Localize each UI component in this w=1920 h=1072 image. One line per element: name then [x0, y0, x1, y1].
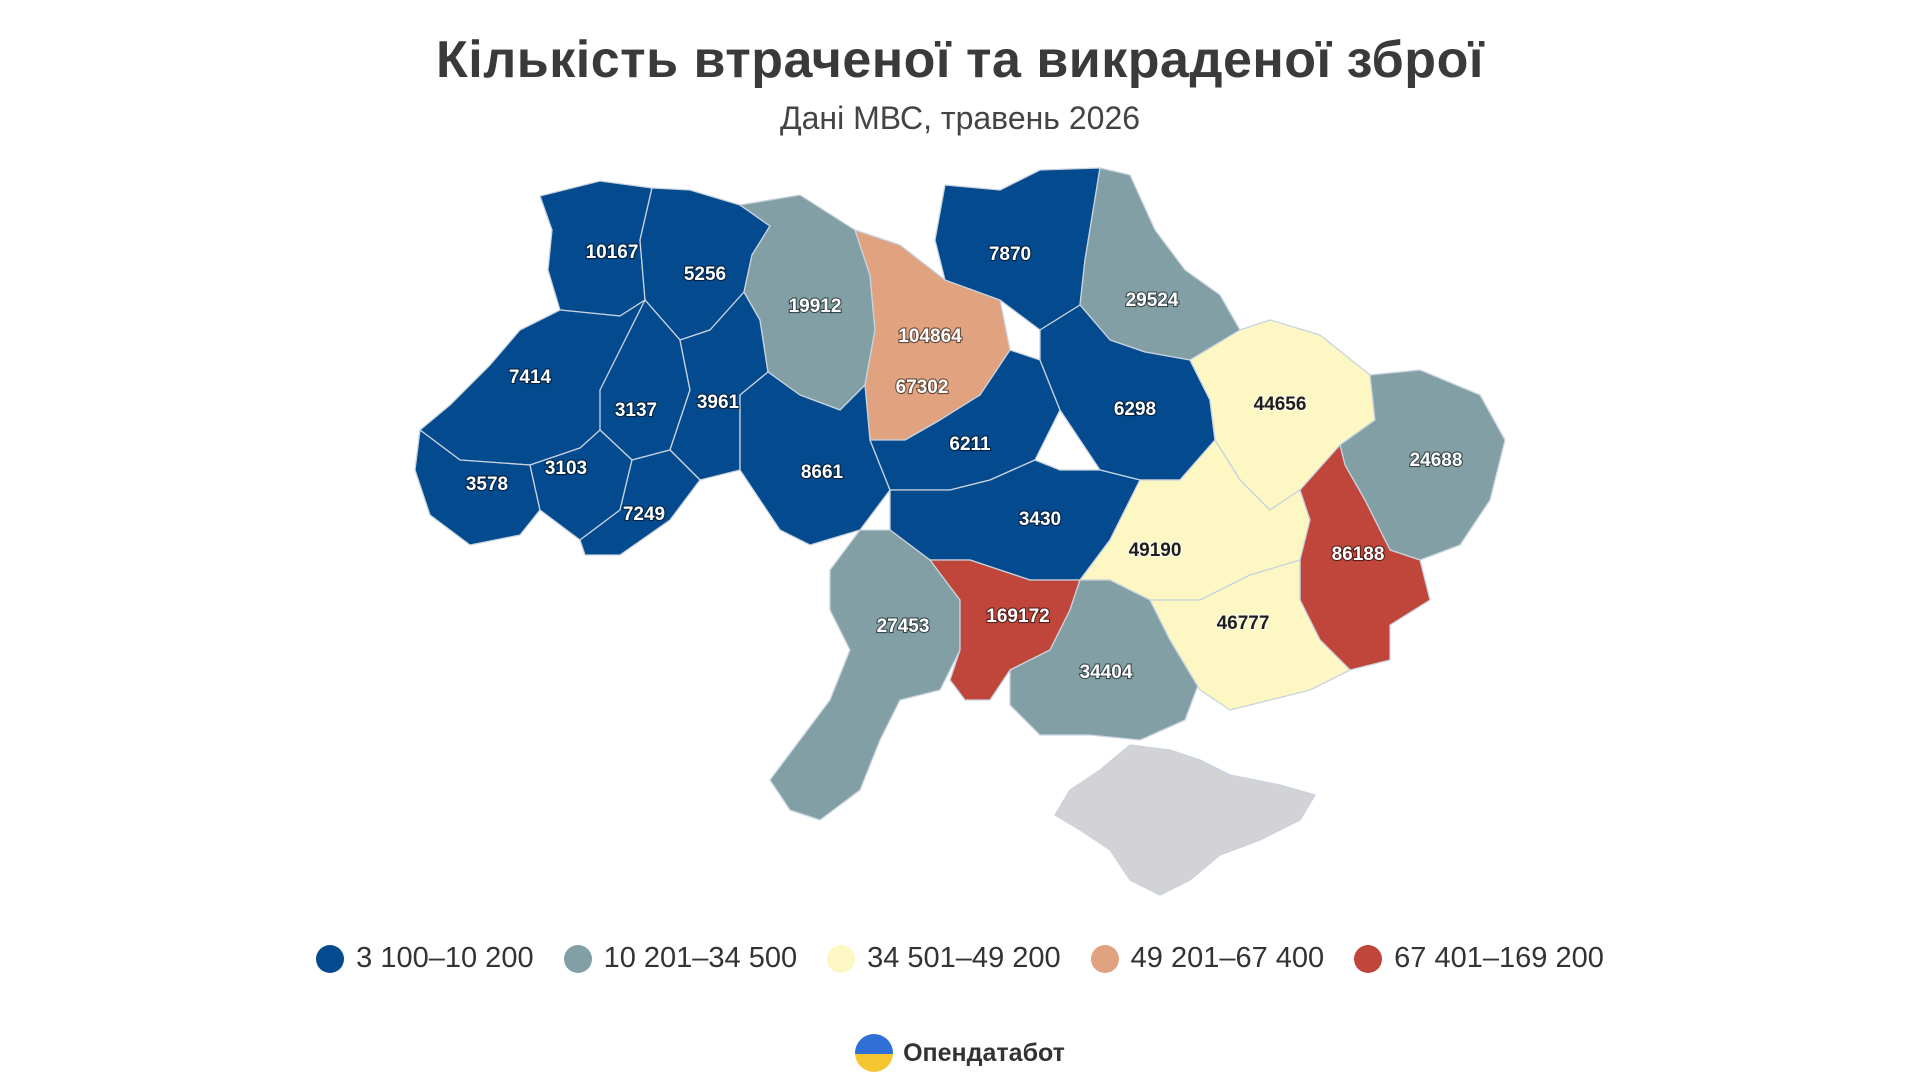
legend-item-5: 67 401–169 200	[1354, 942, 1604, 975]
legend-item-4: 49 201–67 400	[1090, 942, 1325, 975]
region-zaporizhzhia	[1149, 559, 1351, 711]
region-cherkasy	[869, 349, 1061, 491]
region-label-kyiv-city: 104864	[898, 326, 962, 347]
region-crimea	[1054, 744, 1316, 896]
legend-swatch-2	[563, 944, 592, 973]
region-label-kharkiv: 44656	[1254, 394, 1307, 415]
region-label-zakarpattia: 3578	[466, 474, 508, 495]
legend-swatch-5	[1354, 944, 1383, 973]
region-sumy	[1079, 167, 1241, 361]
region-label-cherkasy: 6211	[949, 434, 991, 455]
region-chernivtsi	[579, 449, 701, 556]
region-label-ternopil: 3137	[615, 400, 657, 421]
region-label-luhansk: 24688	[1410, 450, 1463, 471]
region-label-chernivtsi: 7249	[623, 504, 665, 525]
region-label-mykolaiv: 169172	[986, 606, 1049, 627]
region-label-kirovohrad: 3430	[1019, 509, 1061, 530]
region-label-rivne: 5256	[684, 264, 726, 285]
legend-item-1: 3 100–10 200	[316, 942, 534, 975]
region-odesa	[769, 529, 961, 821]
legend-item-3: 34 501–49 200	[827, 942, 1061, 975]
region-label-ivano-frankivsk: 3103	[545, 458, 587, 479]
region-label-khmelnytskyi: 3961	[697, 392, 740, 413]
map-labels: 10167 5256 7414 3137 3961 3578 3103 7249 19912 10…	[465, 241, 1464, 684]
page-subtitle: Дані МВС, травень 2026	[779, 100, 1141, 136]
region-label-dnipropetrovsk: 49190	[1129, 540, 1182, 561]
region-label-poltava: 6298	[1114, 399, 1156, 420]
region-label-kyiv-oblast: 67302	[896, 377, 949, 398]
brand-footer: Опендатабот	[0, 1034, 1920, 1072]
legend-label-5: 67 401–169 200	[1394, 942, 1604, 974]
region-label-odesa: 27453	[877, 616, 930, 637]
region-label-sumy: 29524	[1126, 290, 1179, 311]
region-label-zhytomyr: 19912	[789, 296, 842, 317]
region-label-lviv: 7414	[509, 367, 552, 388]
opendatabot-logo-icon	[855, 1034, 894, 1072]
legend-item-2: 10 201–34 500	[563, 942, 798, 975]
legend-label-1: 3 100–10 200	[356, 942, 534, 974]
legend-label-4: 49 201–67 400	[1130, 942, 1325, 974]
legend-swatch-3	[827, 944, 856, 973]
region-label-chernihiv: 7870	[989, 244, 1031, 265]
region-label-donetsk: 86188	[1332, 544, 1385, 565]
brand-name: Опендатабот	[903, 1038, 1065, 1067]
legend-label-2: 10 201–34 500	[603, 942, 798, 974]
map-legend: 3 100–10 200 10 201–34 500 34 501–49 200…	[0, 942, 1920, 975]
region-label-kherson: 34404	[1080, 662, 1133, 683]
page-title: Кількість втраченої та викраденої зброї	[436, 31, 1484, 89]
region-label-vinnytsia: 8661	[801, 462, 844, 483]
region-zakarpattia	[414, 429, 541, 546]
legend-swatch-1	[316, 944, 345, 973]
region-label-zaporizhzhia: 46777	[1217, 613, 1270, 634]
region-label-volyn: 10167	[586, 242, 639, 263]
legend-label-3: 34 501–49 200	[867, 942, 1061, 974]
legend-swatch-4	[1090, 944, 1119, 973]
map-regions	[414, 167, 1506, 896]
